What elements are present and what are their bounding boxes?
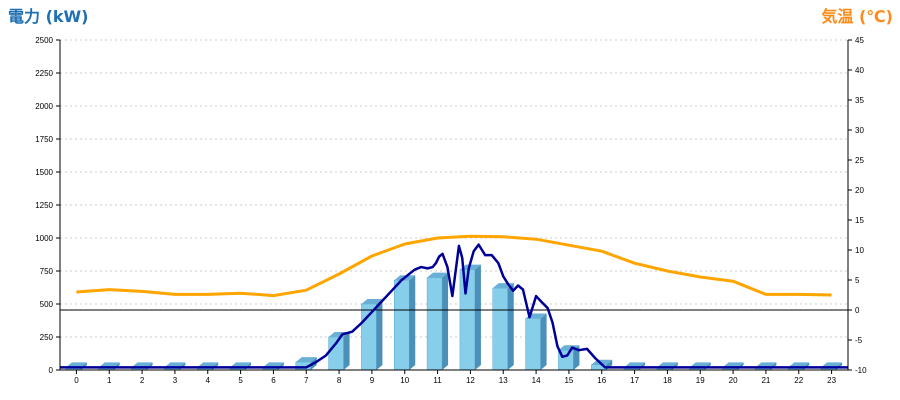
bar bbox=[525, 313, 547, 371]
x-tick-label: 2 bbox=[140, 376, 145, 385]
bar-front bbox=[394, 279, 410, 371]
x-tick-label: 16 bbox=[597, 376, 606, 385]
bar-side bbox=[540, 313, 547, 370]
right-tick-label: 5 bbox=[855, 276, 860, 285]
bar bbox=[426, 272, 449, 371]
right-tick-label: 45 bbox=[855, 36, 864, 45]
x-tick-label: 17 bbox=[630, 376, 639, 385]
x-tick-label: 19 bbox=[696, 376, 705, 385]
bar-top bbox=[295, 357, 317, 363]
right-tick-label: 20 bbox=[855, 186, 864, 195]
bar bbox=[492, 283, 514, 371]
bar-top bbox=[459, 264, 481, 270]
left-tick-label: 1500 bbox=[35, 168, 53, 177]
gridlines bbox=[60, 39, 848, 338]
bar-side bbox=[573, 345, 580, 370]
temperature-line bbox=[76, 234, 832, 298]
bar-side bbox=[376, 299, 383, 370]
x-tick-label: 7 bbox=[304, 376, 309, 385]
left-tick-label: 1000 bbox=[35, 234, 53, 243]
x-tick-label: 14 bbox=[532, 376, 541, 385]
left-axis-ticks: 0 250 500 750 1000 1250 1500 1750 2000 2250 2500 bbox=[35, 36, 60, 375]
bar-side bbox=[442, 272, 449, 370]
left-tick-label: 0 bbox=[49, 366, 54, 375]
left-tick-label: 2500 bbox=[35, 36, 53, 45]
bar-front bbox=[426, 277, 443, 371]
bar-side bbox=[474, 264, 481, 370]
left-axis-title: 電力 (kW) bbox=[8, 7, 89, 26]
bar-side bbox=[507, 283, 514, 370]
x-tick-label: 12 bbox=[466, 376, 475, 385]
x-tick-label: 10 bbox=[400, 376, 409, 385]
x-tick-label: 11 bbox=[433, 376, 442, 385]
x-tick-label: 6 bbox=[271, 376, 276, 385]
x-tick-label: 22 bbox=[794, 376, 803, 385]
bar-front bbox=[492, 287, 508, 371]
left-tick-label: 2250 bbox=[35, 69, 53, 78]
right-tick-label: 35 bbox=[855, 96, 864, 105]
line-series bbox=[60, 234, 848, 369]
left-tick-label: 1750 bbox=[35, 135, 53, 144]
x-tick-label: 1 bbox=[107, 376, 112, 385]
right-tick-label: -10 bbox=[855, 366, 867, 375]
x-tick-label: 4 bbox=[206, 376, 211, 385]
right-tick-label: 30 bbox=[855, 126, 864, 135]
right-tick-label: 15 bbox=[855, 216, 864, 225]
x-tick-label: 20 bbox=[729, 376, 738, 385]
x-tick-label: 15 bbox=[564, 376, 573, 385]
x-tick-label: 18 bbox=[663, 376, 672, 385]
x-tick-label: 0 bbox=[74, 376, 79, 385]
bar-series bbox=[65, 264, 843, 371]
right-tick-label: 40 bbox=[855, 66, 864, 75]
bar-top bbox=[361, 299, 383, 304]
bar-front bbox=[525, 318, 541, 371]
bar bbox=[459, 264, 481, 371]
x-tick-label: 3 bbox=[173, 376, 178, 385]
power-line bbox=[60, 243, 848, 369]
right-axis-title: 気温 (℃) bbox=[821, 7, 893, 26]
left-tick-label: 250 bbox=[40, 333, 54, 342]
x-tick-label: 8 bbox=[337, 376, 342, 385]
bar bbox=[394, 275, 416, 371]
x-tick-label: 5 bbox=[238, 376, 243, 385]
x-axis-ticks: 0 1 2 3 4 5 6 7 8 9 10 11 12 13 14 15 16 17 18 19 20 21 22 23 bbox=[74, 370, 837, 385]
bar-top bbox=[427, 272, 449, 278]
right-tick-label: 10 bbox=[855, 246, 864, 255]
left-tick-label: 2000 bbox=[35, 102, 53, 111]
right-tick-label: 25 bbox=[855, 156, 864, 165]
left-tick-label: 500 bbox=[40, 300, 54, 309]
bar-side bbox=[409, 275, 416, 370]
bar-side bbox=[343, 332, 350, 370]
left-tick-label: 1250 bbox=[35, 201, 53, 210]
right-tick-label: -5 bbox=[855, 336, 863, 345]
right-axis-ticks: -10 -5 0 5 10 15 20 25 30 35 40 45 bbox=[848, 36, 867, 375]
right-tick-label: 0 bbox=[855, 306, 860, 315]
x-tick-label: 21 bbox=[761, 376, 770, 385]
x-tick-label: 9 bbox=[370, 376, 375, 385]
axes bbox=[59, 40, 849, 371]
x-tick-label: 23 bbox=[827, 376, 836, 385]
left-tick-label: 750 bbox=[40, 267, 54, 276]
x-tick-label: 13 bbox=[499, 376, 508, 385]
